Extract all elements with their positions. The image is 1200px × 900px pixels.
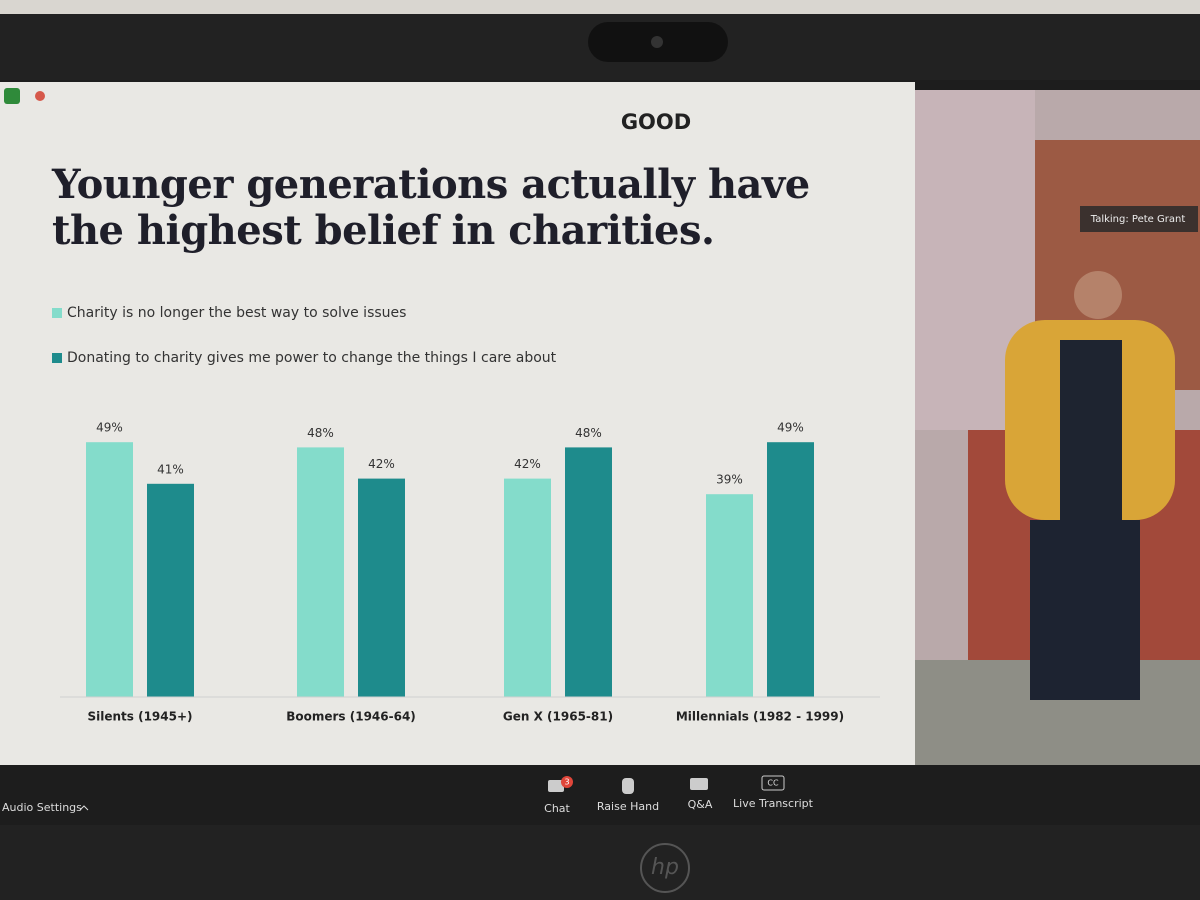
audio-caret[interactable]	[79, 805, 89, 811]
value-label: 42%	[368, 457, 395, 471]
legend-swatch	[52, 308, 62, 318]
x-tick-label: Gen X (1965-81)	[503, 710, 613, 724]
bar	[147, 483, 194, 697]
video-person-head	[1074, 271, 1122, 319]
legend-label: Charity is no longer the best way to sol…	[67, 305, 406, 321]
cc-icon[interactable]	[761, 775, 785, 791]
window-close[interactable]	[35, 91, 45, 101]
video-person-legs	[1030, 520, 1140, 700]
chat-badge	[561, 776, 573, 788]
value-label: 49%	[96, 421, 123, 435]
bar	[565, 447, 612, 697]
cc-icon-label: CC	[767, 779, 779, 788]
x-tick-label: Millennials (1982 - 1999)	[676, 710, 844, 724]
video-person-shirt	[1060, 340, 1122, 530]
raise-hand-button[interactable]: Raise Hand	[597, 800, 659, 813]
bar	[358, 478, 405, 697]
bar	[297, 447, 344, 697]
brand-logo: GOOD	[621, 110, 691, 134]
speaker-tag	[1080, 206, 1198, 232]
value-label: 41%	[157, 462, 184, 476]
value-label: 49%	[777, 421, 804, 435]
value-label: 48%	[307, 426, 334, 440]
chat-icon[interactable]	[548, 780, 564, 792]
qa-button[interactable]: Q&A	[688, 798, 713, 811]
chart: Charity is no longer the best way to sol…	[52, 305, 880, 724]
security-icon[interactable]	[4, 88, 20, 104]
bar	[504, 478, 551, 697]
transcript-button[interactable]: Live Transcript	[733, 797, 814, 810]
bar	[767, 442, 814, 697]
bar	[86, 442, 133, 697]
legend-swatch	[52, 353, 62, 363]
bar	[706, 494, 753, 697]
raise-hand-icon[interactable]	[622, 778, 634, 794]
chat-badge-count: 3	[564, 778, 569, 787]
x-tick-label: Silents (1945+)	[87, 710, 192, 724]
hp-logo: hp	[651, 855, 679, 880]
legend-label: Donating to charity gives me power to ch…	[67, 350, 557, 366]
chat-button[interactable]: Chat	[544, 802, 570, 815]
hp-logo-ring	[640, 843, 690, 893]
value-label: 48%	[575, 426, 602, 440]
value-label: 42%	[514, 457, 541, 471]
audio-settings[interactable]: Audio Settings	[2, 801, 82, 814]
x-tick-label: Boomers (1946-64)	[286, 710, 416, 724]
camera-lens	[651, 36, 663, 48]
value-label: 39%	[716, 473, 743, 487]
slide-title: Younger generations actually have the hi…	[52, 161, 810, 254]
speaker-label: Talking: Pete Grant	[1090, 214, 1186, 225]
background	[0, 0, 1200, 14]
qa-icon[interactable]	[690, 778, 708, 790]
